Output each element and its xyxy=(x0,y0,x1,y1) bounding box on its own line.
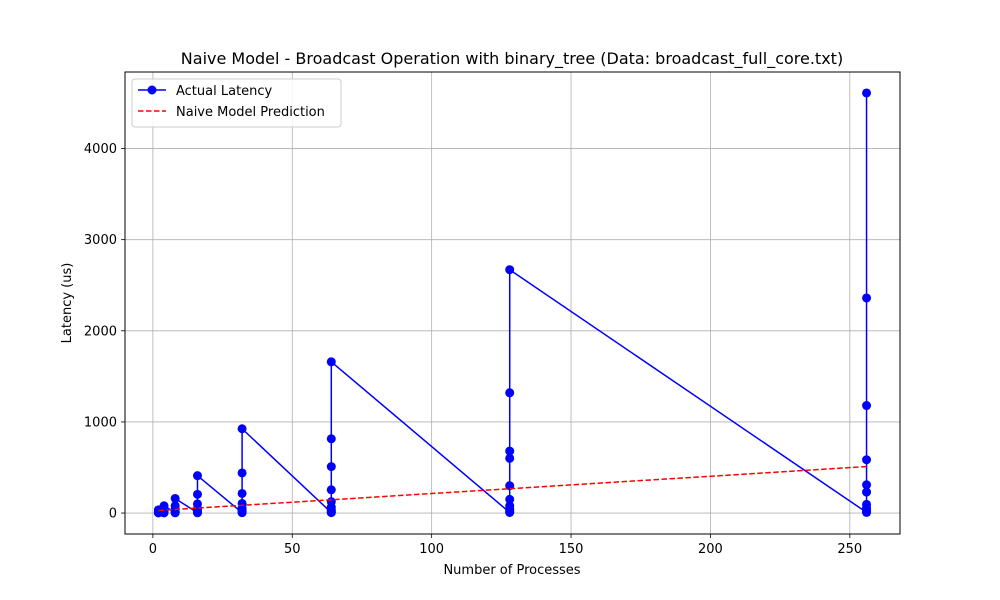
actual-latency-point xyxy=(192,499,202,509)
x-tick-label: 200 xyxy=(698,542,723,557)
actual-latency-point xyxy=(505,453,515,463)
series-layer xyxy=(153,88,872,518)
x-tick-label: 0 xyxy=(149,542,157,557)
y-tick-label: 3000 xyxy=(84,233,117,248)
legend-actual-marker xyxy=(147,85,157,95)
y-tick-label: 4000 xyxy=(84,142,117,157)
actual-latency-point xyxy=(326,434,336,444)
actual-latency-point xyxy=(237,498,247,508)
actual-latency-point xyxy=(505,494,515,504)
actual-latency-point xyxy=(505,388,515,398)
actual-latency-point xyxy=(862,401,872,411)
plot-area xyxy=(125,72,900,534)
legend-actual-label: Actual Latency xyxy=(176,84,273,99)
actual-latency-point xyxy=(192,471,202,481)
actual-latency-point xyxy=(159,501,169,511)
actual-latency-point xyxy=(862,487,872,497)
actual-latency-point xyxy=(326,497,336,507)
y-tick-label: 2000 xyxy=(84,324,117,339)
y-axis-label: Latency (us) xyxy=(60,263,75,344)
actual-latency-point xyxy=(326,462,336,472)
actual-latency-point xyxy=(237,468,247,478)
actual-latency-point xyxy=(862,480,872,490)
naive-model-prediction-line xyxy=(158,465,867,512)
x-tick-label: 50 xyxy=(284,542,301,557)
actual-latency-point xyxy=(505,446,515,456)
y-tick-label: 0 xyxy=(109,507,117,522)
x-tick-label: 150 xyxy=(559,542,584,557)
actual-latency-point xyxy=(862,455,872,465)
actual-latency-point xyxy=(505,265,515,275)
y-axis: 0 1000 2000 3000 4000 xyxy=(84,142,125,522)
actual-latency-point xyxy=(862,293,872,303)
x-tick-label: 250 xyxy=(837,542,862,557)
actual-latency-point xyxy=(192,489,202,499)
actual-latency-point xyxy=(326,485,336,495)
actual-latency-point xyxy=(862,499,872,509)
actual-latency-point xyxy=(170,493,180,503)
actual-latency-point xyxy=(326,357,336,367)
actual-latency-point xyxy=(505,501,515,511)
grid xyxy=(125,72,900,534)
x-axis: 0 50 100 150 200 250 xyxy=(149,534,862,557)
chart-title: Naive Model - Broadcast Operation with b… xyxy=(181,49,843,69)
plot-frame xyxy=(124,71,901,535)
legend-box xyxy=(131,78,342,128)
actual-latency-point xyxy=(237,424,247,434)
legend: Actual Latency Naive Model Prediction xyxy=(131,78,342,128)
x-axis-label: Number of Processes xyxy=(443,563,580,578)
y-tick-label: 1000 xyxy=(84,415,117,430)
actual-latency-point xyxy=(170,501,180,511)
actual-latency-point xyxy=(237,488,247,498)
x-tick-label: 100 xyxy=(419,542,444,557)
actual-latency-point xyxy=(862,88,872,98)
legend-naive-label: Naive Model Prediction xyxy=(176,105,325,120)
